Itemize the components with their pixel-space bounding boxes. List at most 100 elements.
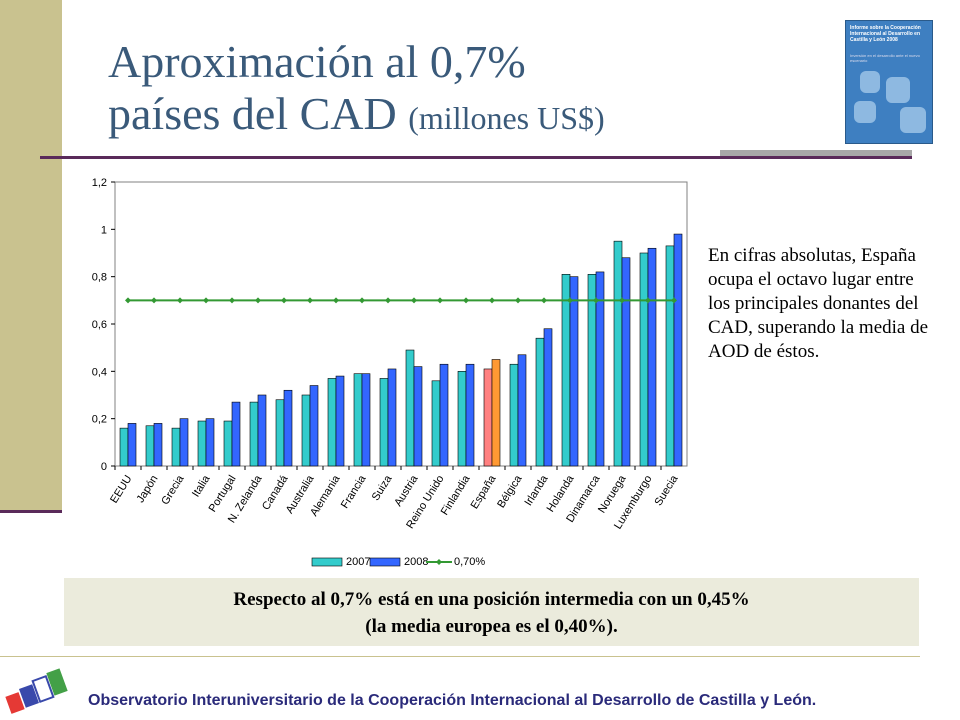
bar-2007 [639,252,649,467]
legend-marker-target [436,559,442,565]
x-tick-label: Suecia [653,472,681,508]
legend-swatch-2008 [369,557,401,567]
target-marker [307,297,313,304]
bar-2008 [309,385,319,467]
x-tick-label: Francia [339,472,369,510]
bar-2008 [569,276,579,467]
footer-divider [0,656,920,657]
bar-2008 [439,363,449,467]
bar-2008 [543,328,553,467]
target-marker [177,297,183,304]
title-line-1: Aproximación al 0,7% [108,36,526,87]
target-marker [567,297,573,304]
x-tick-label: España [469,472,499,511]
bar-2008 [647,247,657,467]
target-marker [203,297,209,304]
bar-2008 [387,368,397,467]
legend-label-2008: 2008 [404,556,428,568]
x-tick-label: Japón [134,473,160,505]
bar-2007 [665,245,675,467]
bar-2008 [257,394,267,467]
cover-subtitle: Inversión en el desarrollo ante el nuevo… [850,53,920,63]
target-marker [463,297,469,304]
bar-2007 [561,274,571,467]
bar-2008 [179,418,189,467]
bar-2008 [335,375,345,467]
target-marker [359,297,365,304]
bar-2007 [535,337,545,467]
left-bar-underline [0,510,62,513]
x-tick-label: Suiza [370,472,395,502]
x-tick-label: EEUU [108,473,134,505]
report-cover-image: Informe sobre la Cooperación Internacion… [845,20,933,144]
y-tick-label: 0,8 [92,272,107,284]
y-tick-label: 0 [101,461,107,473]
title-divider [40,156,912,159]
target-marker [619,297,625,304]
bar-2007 [197,420,207,467]
bar-2007 [431,380,441,467]
side-commentary: En cifras absolutas, España ocupa el oct… [708,245,929,362]
target-marker [125,297,131,304]
conclusion-box: Respecto al 0,7% está en una posición in… [64,578,919,646]
target-marker [411,297,417,304]
page-title: Aproximación al 0,7% países del CAD (mil… [108,36,605,144]
target-marker [437,297,443,304]
y-tick-label: 1 [101,224,107,236]
bar-2007 [509,363,519,467]
bar-2007 [275,399,285,467]
bar-2007 [301,394,311,467]
bar-2007 [223,420,233,467]
bar-2008 [413,366,423,467]
bar-2007 [379,378,389,467]
bar-2008 [205,418,215,467]
target-marker [385,297,391,304]
bar-2007 [613,240,623,467]
footer-text: Observatorio Interuniversitario de la Co… [88,692,817,709]
cover-title: Informe sobre la Cooperación Internacion… [850,25,921,43]
bar-2008 [491,359,501,467]
target-marker [333,297,339,304]
target-marker [515,297,521,304]
target-marker [489,297,495,304]
legend-label-target: 0,70% [454,556,485,568]
target-marker [593,297,599,304]
bar-2008 [465,363,475,467]
bar-2007 [457,371,467,467]
target-marker [151,297,157,304]
observatory-logo [5,668,68,714]
bar-2008 [595,271,605,467]
bar-2007 [249,401,259,467]
cover-shape [854,101,876,123]
bar-2008 [283,389,293,467]
target-marker [255,297,261,304]
bar-2007 [327,378,337,467]
y-tick-label: 0,6 [92,319,107,331]
x-tick-label: Bélgica [495,472,525,510]
cover-shape [900,107,926,133]
target-marker [229,297,235,304]
x-tick-label: Grecia [159,472,187,507]
x-tick-label: Irlanda [523,472,551,508]
y-tick-label: 0,4 [92,366,107,378]
x-tick-label: Italia [190,472,213,499]
bar-2008 [517,354,527,467]
conclusion-line-1: Respecto al 0,7% está en una posición in… [233,589,750,610]
bar-2007 [145,425,155,467]
bar-2008 [153,423,163,467]
cover-shape [886,77,910,103]
legend-label-2007: 2007 [346,556,370,568]
conclusion-line-2: (la media europea es el 0,40%). [365,616,618,637]
target-marker [281,297,287,304]
left-decorative-bar [0,0,62,513]
target-marker [671,297,677,304]
bar-2007 [353,373,363,467]
y-tick-label: 1,2 [92,177,107,189]
title-line-2: países del CAD [108,88,397,139]
bar-2008 [127,423,137,467]
bar-2008 [621,257,631,467]
bar-2008 [361,373,371,467]
target-marker [541,297,547,304]
bar-2008 [673,233,683,467]
